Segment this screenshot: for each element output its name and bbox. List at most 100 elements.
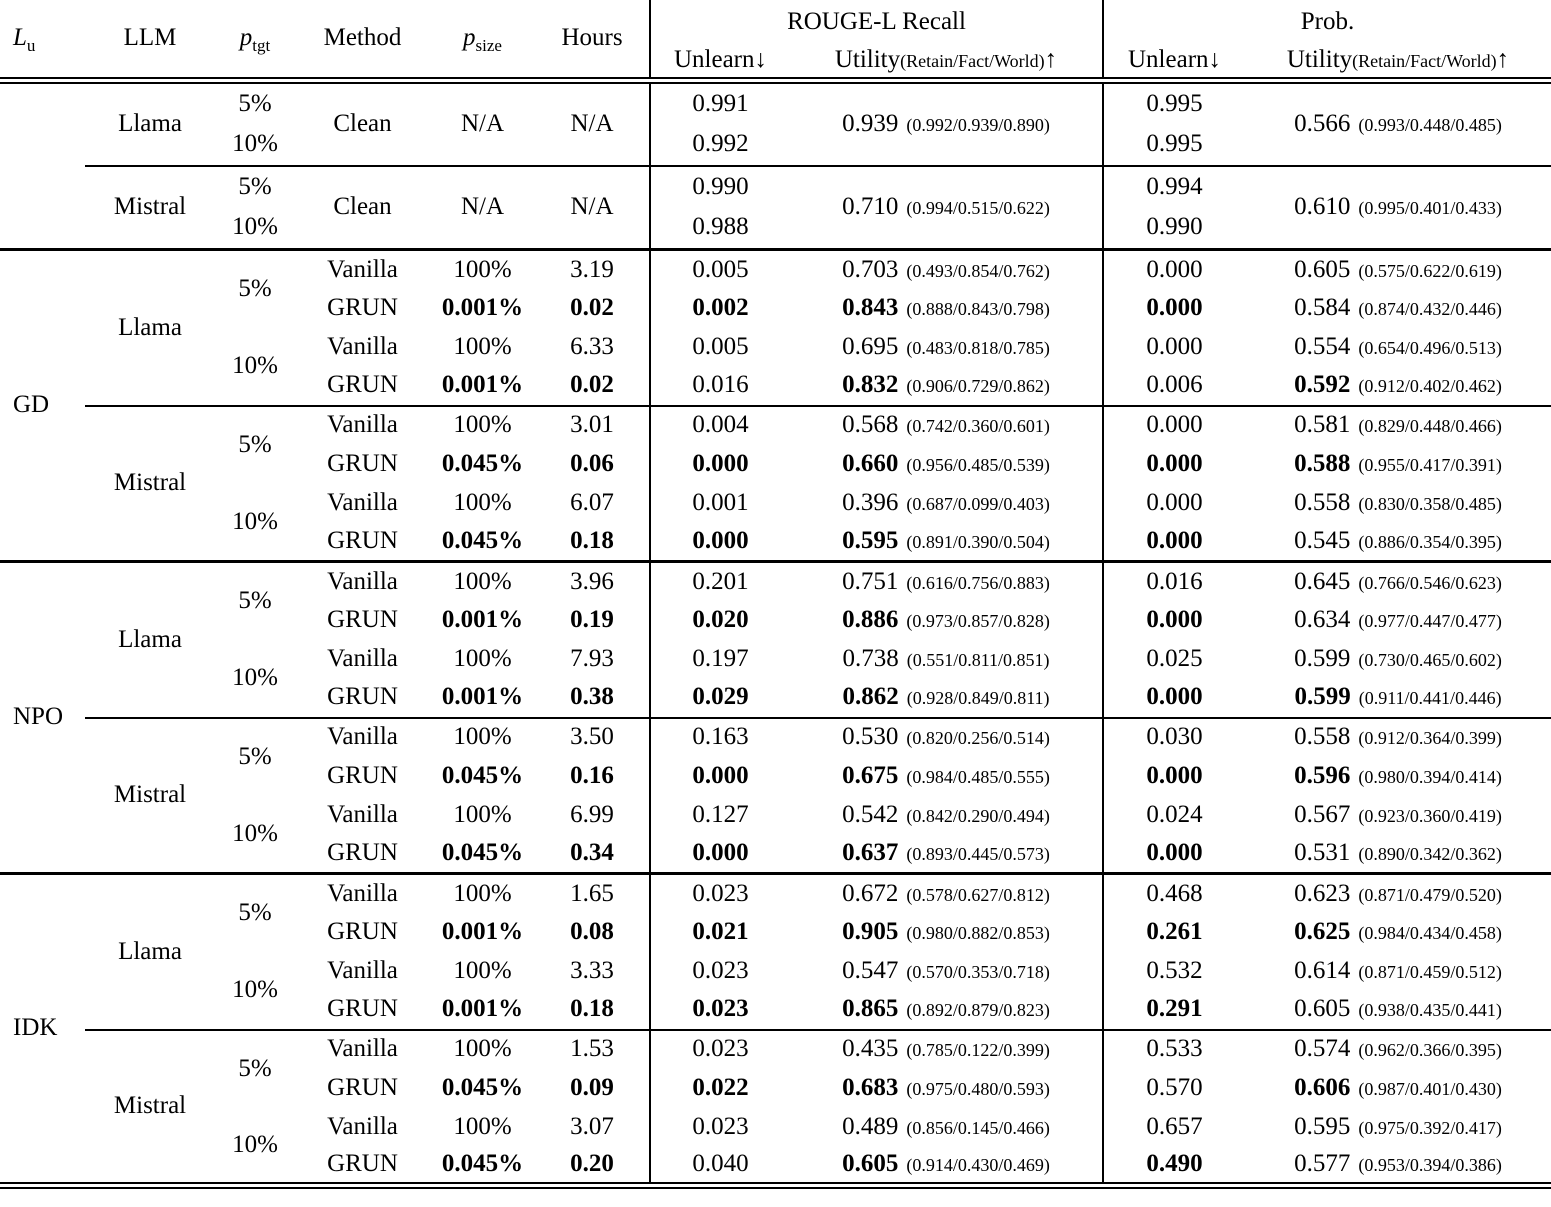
cell-psize: 100% <box>453 800 512 828</box>
cell-rouge-unlearn: 0.023 <box>649 1107 790 1147</box>
cell-hours: 0.09 <box>570 1073 614 1101</box>
cell-rouge-unlearn: 0.201 <box>649 560 790 601</box>
cell-method: Vanilla <box>327 644 398 672</box>
cell-rouge-unlearn: 0.163 <box>649 716 790 757</box>
cell-rouge-unlearn: 0.000 <box>649 444 790 484</box>
cell-lu: GD <box>0 248 85 562</box>
cell-method: GRUN <box>327 683 398 711</box>
cell-prob-unlearn: 0.532 <box>1102 951 1246 991</box>
cell-llm: Llama <box>85 872 215 1030</box>
cell-rouge-utility: 0.672 (0.578/0.627/0.812) <box>790 872 1104 913</box>
cell-prob-utility: 0.610 (0.995/0.401/0.433) <box>1245 164 1551 250</box>
cell-rouge-utility: 0.832 (0.906/0.729/0.862) <box>842 371 1050 399</box>
cell-psize: 100% <box>430 716 535 757</box>
cell-ptgt: 5% <box>215 1028 295 1108</box>
cell-rouge-utility: 0.738 (0.551/0.811/0.851) <box>842 644 1050 672</box>
table-row: GRUN 0.045% 0.18 0.000 0.595 (0.891/0.390… <box>0 522 1551 562</box>
cell-psize: 100% <box>430 248 535 289</box>
table-row: Mistral 5% Vanilla 100% 1.53 0.023 0.435… <box>0 1028 1551 1186</box>
cell-prob-utility: 0.577 (0.953/0.394/0.386) <box>1294 1150 1502 1177</box>
cell-rouge-utility: 0.710 (0.994/0.515/0.622) <box>790 164 1104 250</box>
cell-method: Vanilla <box>295 248 430 289</box>
cell-prob-unlearn: 0.000 <box>1102 327 1246 367</box>
cell-prob-unlearn: 0.533 <box>1102 1028 1246 1069</box>
cell-hours: 3.07 <box>570 1112 614 1140</box>
cell-hours: 0.18 <box>570 995 614 1023</box>
table-row: GRUN 0.001% 0.08 0.021 0.905 (0.980/0.882… <box>0 912 1551 952</box>
table-row: Mistral 5% Vanilla 100% 3.50 0.163 0.530… <box>0 716 1551 874</box>
cell-rouge-utility: 0.568 (0.742/0.360/0.601) <box>790 404 1104 445</box>
cell-prob-unlearn: 0.030 <box>1102 716 1246 757</box>
cell-rouge-unlearn: 0.023 <box>649 951 790 991</box>
cell-rouge-unlearn: 0.023 <box>649 872 790 913</box>
cell-method: GRUN <box>327 761 398 789</box>
column-header-hours: Hours <box>535 0 650 84</box>
cell-prob-utility: 0.599 (0.911/0.441/0.446) <box>1294 683 1502 711</box>
cell-prob-unlearn: 0.570 <box>1102 1068 1246 1108</box>
cell-prob-unlearn: 0.994 0.990 <box>1102 164 1246 250</box>
cell-prob-utility: 0.545 (0.886/0.354/0.395) <box>1294 527 1502 554</box>
cell-psize: N/A <box>430 164 535 250</box>
cell-psize: 0.001% <box>441 683 524 711</box>
cell-prob-utility: 0.554 (0.654/0.496/0.513) <box>1294 332 1502 360</box>
cell-psize: 0.045% <box>441 1150 524 1177</box>
cell-prob-unlearn: 0.468 <box>1102 872 1246 913</box>
cell-method: Vanilla <box>295 716 430 757</box>
cell-rouge-unlearn: 0.023 <box>649 990 790 1030</box>
cell-prob-unlearn: 0.000 <box>1102 288 1246 328</box>
cell-rouge-unlearn: 0.000 <box>649 834 790 874</box>
cell-hours: 6.99 <box>570 800 614 828</box>
cell-rouge-unlearn: 0.004 <box>649 404 790 445</box>
table-row: GRUN 0.045% 0.20 0.040 0.605 (0.914/0.430… <box>0 1146 1551 1186</box>
cell-method: GRUN <box>327 605 398 633</box>
cell-rouge-utility: 0.435 (0.785/0.122/0.399) <box>790 1028 1104 1069</box>
cell-rouge-utility: 0.751 (0.616/0.756/0.883) <box>790 560 1104 601</box>
cell-rouge-utility: 0.862 (0.928/0.849/0.811) <box>842 683 1050 711</box>
cell-rouge-unlearn: 0.001 <box>649 483 790 523</box>
table-row: GRUN 0.001% 0.18 0.023 0.865 (0.892/0.879… <box>0 990 1551 1030</box>
cell-prob-unlearn: 0.016 <box>1102 560 1246 601</box>
cell-prob-utility: 0.566 (0.993/0.448/0.485) <box>1294 109 1502 137</box>
cell-method: GRUN <box>327 917 398 945</box>
cell-psize: 0.001% <box>441 995 524 1023</box>
table-row: 10% Vanilla 100% 6.99 0.127 0.542 (0.842/… <box>0 795 1551 847</box>
cell-prob-unlearn: 0.000 <box>1102 834 1246 874</box>
cell-prob-utility: 0.558 (0.830/0.358/0.485) <box>1294 488 1502 516</box>
cell-rouge-unlearn: 0.000 <box>649 756 790 796</box>
cell-prob-utility: 0.614 (0.871/0.459/0.512) <box>1294 956 1502 984</box>
cell-prob-utility: 0.558 (0.912/0.364/0.399) <box>1245 716 1551 757</box>
cell-rouge-unlearn: 0.021 <box>649 912 790 952</box>
cell-rouge-unlearn: 0.022 <box>649 1068 790 1108</box>
cell-prob-unlearn: 0.490 <box>1102 1146 1246 1186</box>
cell-method: Vanilla <box>327 488 398 516</box>
cell-prob-utility: 0.634 (0.977/0.447/0.477) <box>1294 605 1502 633</box>
cell-psize: 0.045% <box>441 761 524 789</box>
cell-prob-utility: 0.581 (0.829/0.448/0.466) <box>1245 404 1551 445</box>
cell-lu: NPO <box>0 560 85 874</box>
cell-prob-utility: 0.605 (0.575/0.622/0.619) <box>1245 248 1551 289</box>
cell-method: Vanilla <box>295 1028 430 1069</box>
cell-prob-unlearn: 0.000 <box>1102 678 1246 718</box>
column-header-lu: Lu <box>0 0 85 84</box>
cell-method: GRUN <box>327 1073 398 1101</box>
column-header-ptgt: ptgt <box>215 0 295 84</box>
table-row: Llama 5% 10% Clean N/A N/A 0.991 0.992 0.9… <box>0 80 1551 166</box>
table-row: 10% Vanilla 100% 6.07 0.001 0.396 (0.687/… <box>0 483 1551 535</box>
cell-psize: 100% <box>453 1112 512 1140</box>
cell-hours: 3.50 <box>535 716 650 757</box>
cell-rouge-unlearn: 0.023 <box>649 1028 790 1069</box>
cell-hours: N/A <box>570 109 614 137</box>
header-row-groups: Lu LLM ptgt Method psize Hours ROUGE-L R… <box>0 0 1551 84</box>
cell-prob-unlearn: 0.291 <box>1102 990 1246 1030</box>
cell-llm: Mistral <box>85 164 215 250</box>
cell-method: Vanilla <box>295 404 430 445</box>
cell-rouge-utility: 0.939 (0.992/0.939/0.890) <box>842 109 1050 137</box>
cell-prob-utility: 0.574 (0.962/0.366/0.395) <box>1245 1028 1551 1069</box>
cell-rouge-utility: 0.675 (0.984/0.485/0.555) <box>842 761 1050 789</box>
table-row: GRUN 0.001% 0.19 0.020 0.886 (0.973/0.857… <box>0 600 1551 640</box>
cell-method: Clean <box>333 109 392 137</box>
cell-psize: 0.001% <box>441 605 524 633</box>
cell-psize: N/A <box>460 109 505 137</box>
cell-ptgt: 10% <box>232 663 278 691</box>
